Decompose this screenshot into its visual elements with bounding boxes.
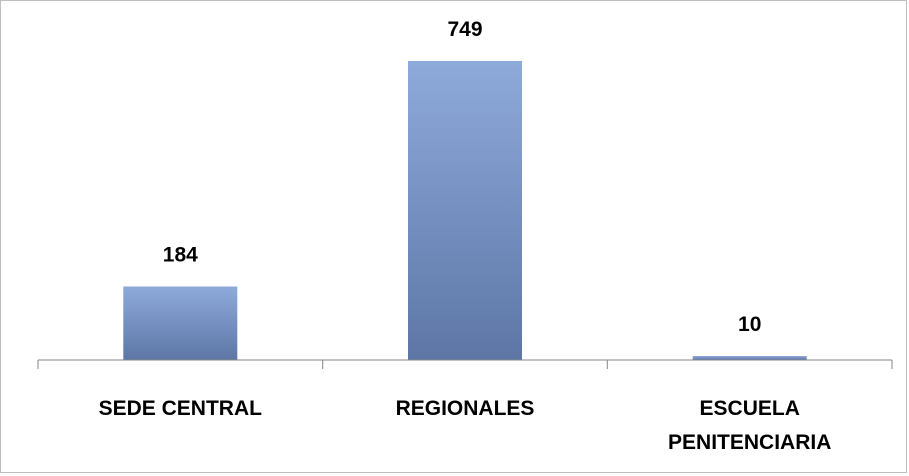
bar-regionales xyxy=(408,61,522,360)
category-label: REGIONALES xyxy=(396,397,535,420)
bar-sede-central xyxy=(123,286,238,360)
category-label: ESCUELA xyxy=(700,397,800,420)
data-label: 184 xyxy=(163,244,198,267)
category-label: SEDE CENTRAL xyxy=(99,397,263,420)
data-label: 10 xyxy=(738,313,761,336)
bar-escuela-penitenciaria xyxy=(692,356,807,360)
data-label: 749 xyxy=(447,18,482,41)
category-label: PENITENCIARIA xyxy=(668,431,831,454)
